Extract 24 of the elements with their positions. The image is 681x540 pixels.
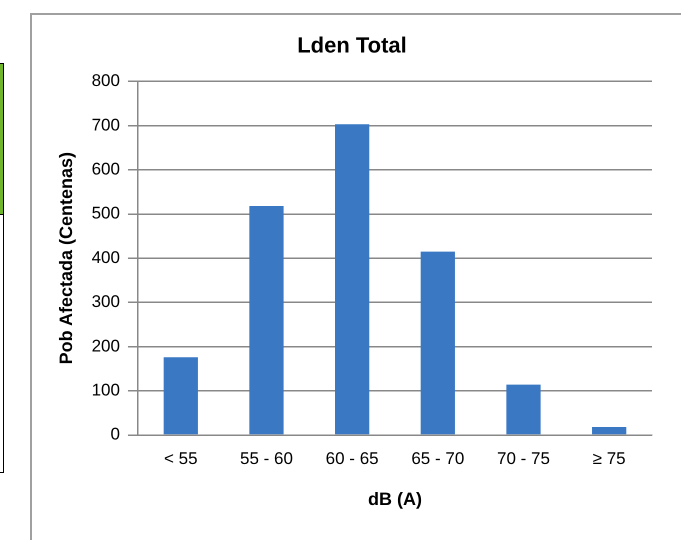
- y-tick-label: 600: [92, 159, 120, 178]
- x-tick-label: 55 - 60: [240, 448, 293, 468]
- y-tick-label: 100: [92, 380, 120, 400]
- chart-title: Lden Total: [297, 32, 407, 58]
- bar: [164, 357, 198, 434]
- x-tick-label: 60 - 65: [326, 448, 379, 468]
- y-tick-label: 200: [92, 336, 120, 356]
- x-tick-label: < 55: [164, 448, 198, 468]
- y-tick-label: 400: [92, 248, 120, 267]
- y-tick-label: 300: [92, 292, 120, 312]
- y-tick-label: 800: [92, 71, 120, 90]
- x-tick-label: 70 - 75: [497, 448, 550, 468]
- bar: [249, 206, 284, 434]
- bar: [420, 252, 455, 434]
- bar: [592, 427, 626, 434]
- y-tick-label: 500: [92, 204, 120, 223]
- y-tick-label: 700: [92, 115, 120, 134]
- x-tick-label: 65 - 70: [411, 448, 464, 468]
- bar: [335, 124, 370, 434]
- x-axis-title: dB (A): [368, 489, 422, 510]
- y-tick-label: 0: [110, 424, 120, 444]
- x-tick-label: ≥ 75: [592, 448, 626, 468]
- y-axis-title: Pob Afectada (Centenas): [56, 152, 76, 364]
- bar: [506, 384, 541, 434]
